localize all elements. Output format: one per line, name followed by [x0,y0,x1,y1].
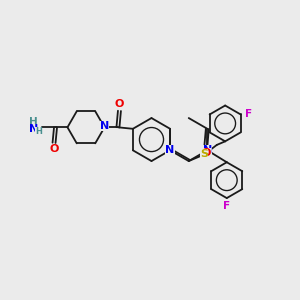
Text: O: O [50,144,59,154]
Text: O: O [115,99,124,109]
Text: N: N [166,145,175,155]
Text: N: N [29,124,38,134]
Text: H: H [29,117,38,127]
Text: H: H [35,127,42,136]
Text: N: N [100,122,109,131]
Text: S: S [200,149,208,160]
Text: O: O [201,148,211,158]
Text: N: N [203,145,212,155]
Text: F: F [223,200,230,211]
Text: F: F [244,109,252,119]
Text: N: N [100,122,109,131]
